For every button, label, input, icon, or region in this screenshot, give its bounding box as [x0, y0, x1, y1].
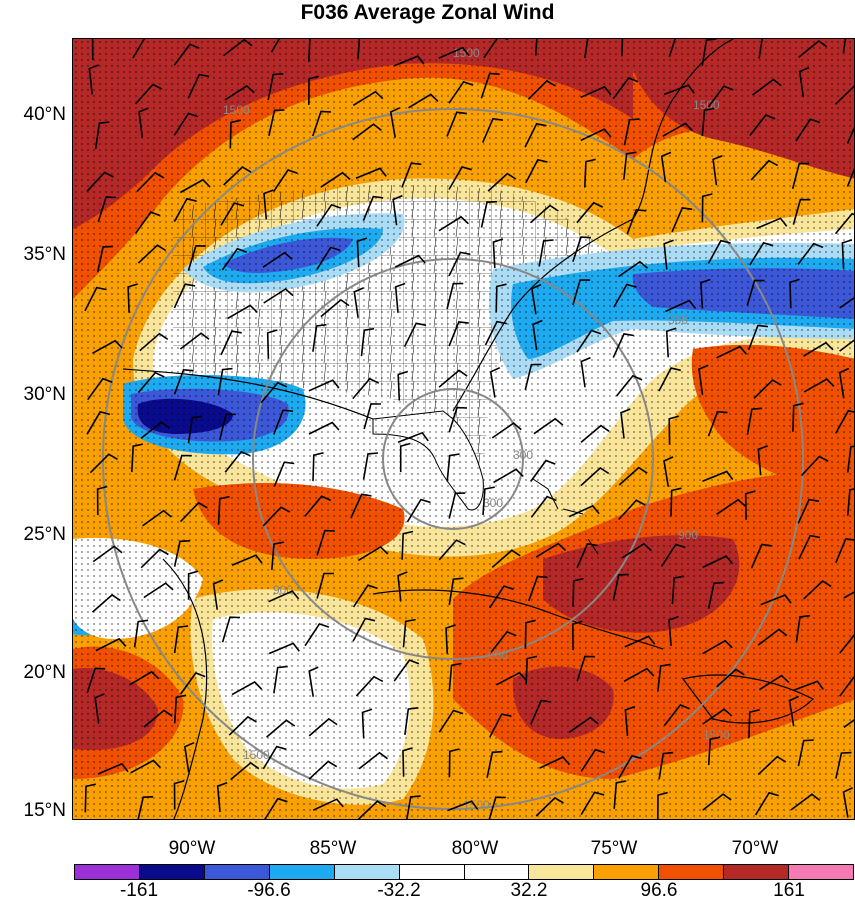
contour-label: 300 [513, 448, 533, 462]
colorbar-swatch [75, 865, 140, 879]
colorbar-swatch [724, 865, 789, 879]
colorbar-swatch [400, 865, 465, 879]
figure-title: F036 Average Zonal Wind [0, 0, 855, 26]
lon-label-80w: 80°W [435, 838, 515, 860]
contour-label: 300 [668, 313, 688, 327]
lat-label-20n: 20°N [2, 662, 66, 684]
colorbar-swatch [789, 865, 853, 879]
lat-label-30n: 30°N [2, 384, 66, 406]
colorbar-swatch [270, 865, 335, 879]
colorbar-swatch [659, 865, 724, 879]
contour-label: 1500 [243, 748, 270, 762]
colorbar-label: -32.2 [359, 880, 439, 902]
colorbar-label: 32.2 [489, 880, 569, 902]
colorbar-swatch [140, 865, 205, 879]
contour-label: 900 [678, 528, 698, 542]
lon-label-85w: 85°W [293, 838, 373, 860]
contour-label: 1500 [703, 728, 730, 742]
contour-label: 1500 [223, 103, 250, 117]
lon-label-75w: 75°W [574, 838, 654, 860]
colorbar-label: 161 [749, 880, 829, 902]
map-panel: 1500 1500 1500 300 300 300 900 900 900 1… [72, 38, 855, 820]
lat-label-25n: 25°N [2, 524, 66, 546]
contour-label: 300 [483, 496, 503, 510]
colorbar-label: 96.6 [619, 880, 699, 902]
colorbar [74, 864, 854, 880]
wind-field-map: 1500 1500 1500 300 300 300 900 900 900 1… [73, 39, 855, 820]
colorbar-label: -161 [99, 880, 179, 902]
lat-label-15n: 15°N [2, 800, 66, 822]
colorbar-swatch [465, 865, 530, 879]
colorbar-swatch [594, 865, 659, 879]
colorbar-swatch [529, 865, 594, 879]
colorbar-swatch [205, 865, 270, 879]
lat-label-40n: 40°N [2, 104, 66, 126]
contour-label: 900 [488, 648, 508, 662]
colorbar-swatch [335, 865, 400, 879]
contour-label: 1500 [463, 798, 490, 812]
lon-label-90w: 90°W [152, 838, 232, 860]
lat-label-35n: 35°N [2, 244, 66, 266]
lon-label-70w: 70°W [715, 838, 795, 860]
colorbar-label: -96.6 [229, 880, 309, 902]
